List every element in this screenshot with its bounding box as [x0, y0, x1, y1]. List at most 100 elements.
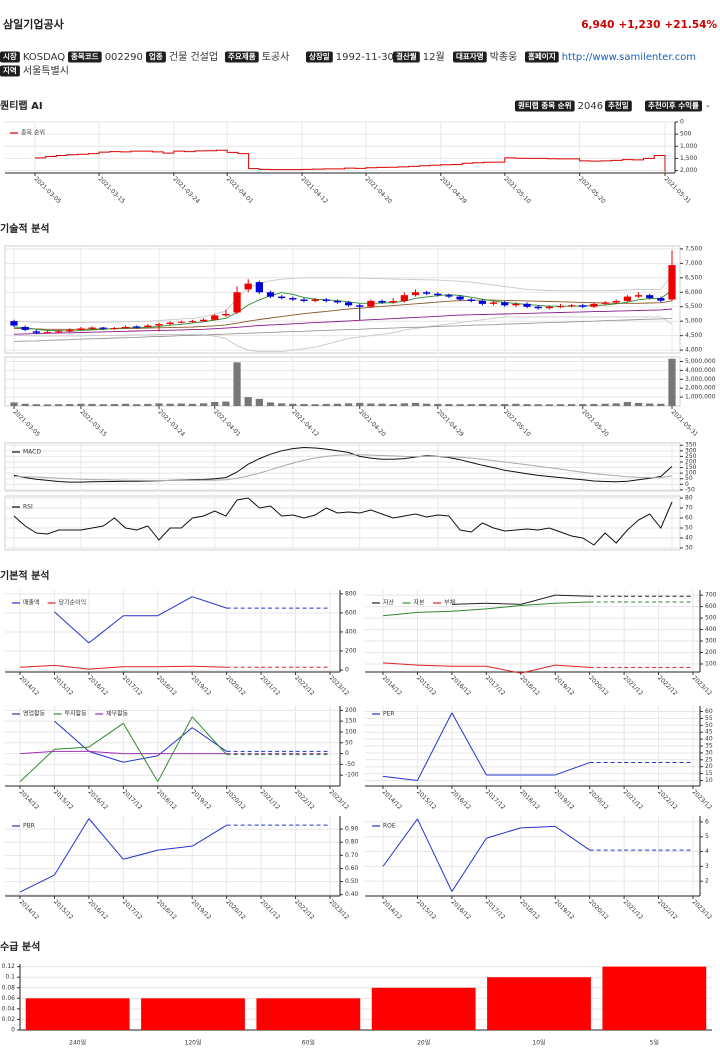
x-tick-label: 2020/12	[224, 899, 247, 922]
bar	[601, 403, 609, 406]
bar	[32, 404, 40, 406]
bar	[10, 402, 18, 406]
line-segment	[486, 604, 521, 610]
y-tick-label: 45	[705, 729, 713, 736]
candle-body	[300, 299, 308, 301]
bar	[311, 404, 319, 406]
x-tick-label: 2017/12	[484, 899, 507, 922]
badge	[453, 51, 487, 63]
badge-label: 결산월	[396, 51, 417, 61]
line-segment	[486, 665, 521, 674]
legend-label: 자본	[414, 599, 426, 607]
y-tick-label: 5,000	[685, 318, 702, 325]
candle-body	[144, 325, 152, 327]
x-tick-label: 2017/12	[121, 675, 144, 698]
candle-body	[534, 306, 542, 309]
y-tick-label: 0.50	[345, 878, 359, 885]
bar	[344, 403, 353, 406]
bar	[371, 987, 476, 1030]
overlay-line	[13, 299, 673, 330]
candle-body	[333, 300, 342, 303]
bar	[602, 966, 707, 1030]
candle-body	[322, 299, 330, 301]
y-tick-label: 150	[345, 718, 357, 725]
line-segment	[451, 837, 487, 892]
candle-body	[66, 329, 74, 332]
bar	[177, 403, 185, 406]
bar	[646, 403, 654, 406]
x-tick-label: 2015/12	[52, 675, 75, 698]
line-segment	[555, 664, 590, 668]
stock-title: 삼일기업공사	[3, 17, 65, 31]
x-tick-label: 2023/12	[691, 899, 714, 922]
x-tick-label: 2022/12	[293, 675, 316, 698]
bar	[333, 403, 342, 406]
y-tick-label: 700	[705, 592, 717, 599]
candle-body	[478, 300, 487, 304]
y-tick-label: 3	[705, 863, 709, 870]
y-tick-label: 1,500	[680, 155, 697, 162]
x-tick-label: 2014/12	[381, 675, 404, 698]
line-segment	[416, 818, 453, 892]
x-tick-label: 2021-05-31	[663, 176, 693, 206]
x-tick-label: 2016/12	[449, 899, 472, 922]
y-tick-label: 5,500	[685, 303, 702, 310]
panel-frame	[4, 356, 681, 407]
y-tick-label: 250	[685, 453, 697, 460]
line-segment	[451, 712, 487, 776]
info-value: 박종웅	[490, 51, 518, 63]
badge	[525, 51, 559, 63]
badge-label: 추천일	[608, 100, 629, 110]
candle-body	[233, 292, 241, 313]
homepage-link[interactable]: http://www.samilenter.com	[562, 52, 696, 63]
badge-label: 업종	[149, 51, 163, 61]
x-tick-label: 2019/12	[553, 675, 576, 698]
bar	[289, 403, 297, 406]
y-tick-label: 15	[705, 770, 713, 777]
x-tick-label: 2018/12	[518, 675, 541, 698]
bar	[400, 403, 408, 406]
badge-label: 추천이후 수익률	[648, 100, 699, 110]
bar	[43, 404, 52, 406]
bar	[233, 362, 241, 406]
candle-body	[177, 321, 185, 323]
candle-body	[199, 319, 208, 322]
legend-label: 당기순이익	[59, 599, 87, 607]
bar	[478, 403, 487, 406]
panel-frame	[4, 495, 681, 551]
x-tick-label: 2021-04-12	[299, 176, 329, 206]
bar	[434, 403, 442, 406]
y-tick-label: 60	[685, 515, 693, 522]
bar	[188, 403, 197, 406]
y-tick-label: 50	[705, 722, 713, 729]
panel-frame	[4, 442, 681, 492]
y-tick-label: 50	[345, 739, 353, 746]
bar	[489, 404, 498, 406]
x-tick-label: 2022/12	[656, 899, 679, 922]
x-tick-label: 240일	[69, 1039, 86, 1047]
line-segment	[191, 716, 228, 755]
candle-body	[222, 313, 230, 316]
candle-body	[590, 303, 598, 307]
series-line	[35, 149, 666, 172]
candle-body	[367, 300, 375, 307]
line-segment	[157, 596, 193, 617]
x-tick-label: 2021-03-15	[97, 176, 127, 206]
y-tick-label: 0.04	[2, 1005, 16, 1012]
line-segment	[520, 602, 556, 606]
y-tick-label: 70	[685, 505, 693, 512]
candle-body	[278, 296, 286, 299]
line-segment	[520, 664, 556, 674]
badge-label: 주요제품	[228, 51, 256, 61]
candle-body	[612, 300, 620, 303]
badge	[0, 51, 20, 63]
y-tick-label: 400	[345, 628, 357, 635]
badge	[645, 100, 703, 112]
y-tick-label: 300	[705, 638, 717, 645]
line-segment	[157, 845, 193, 851]
line-segment	[382, 611, 418, 617]
line-segment	[54, 664, 89, 670]
candle-body	[244, 283, 252, 290]
bar	[256, 998, 361, 1030]
y-tick-label: 500	[680, 131, 692, 138]
